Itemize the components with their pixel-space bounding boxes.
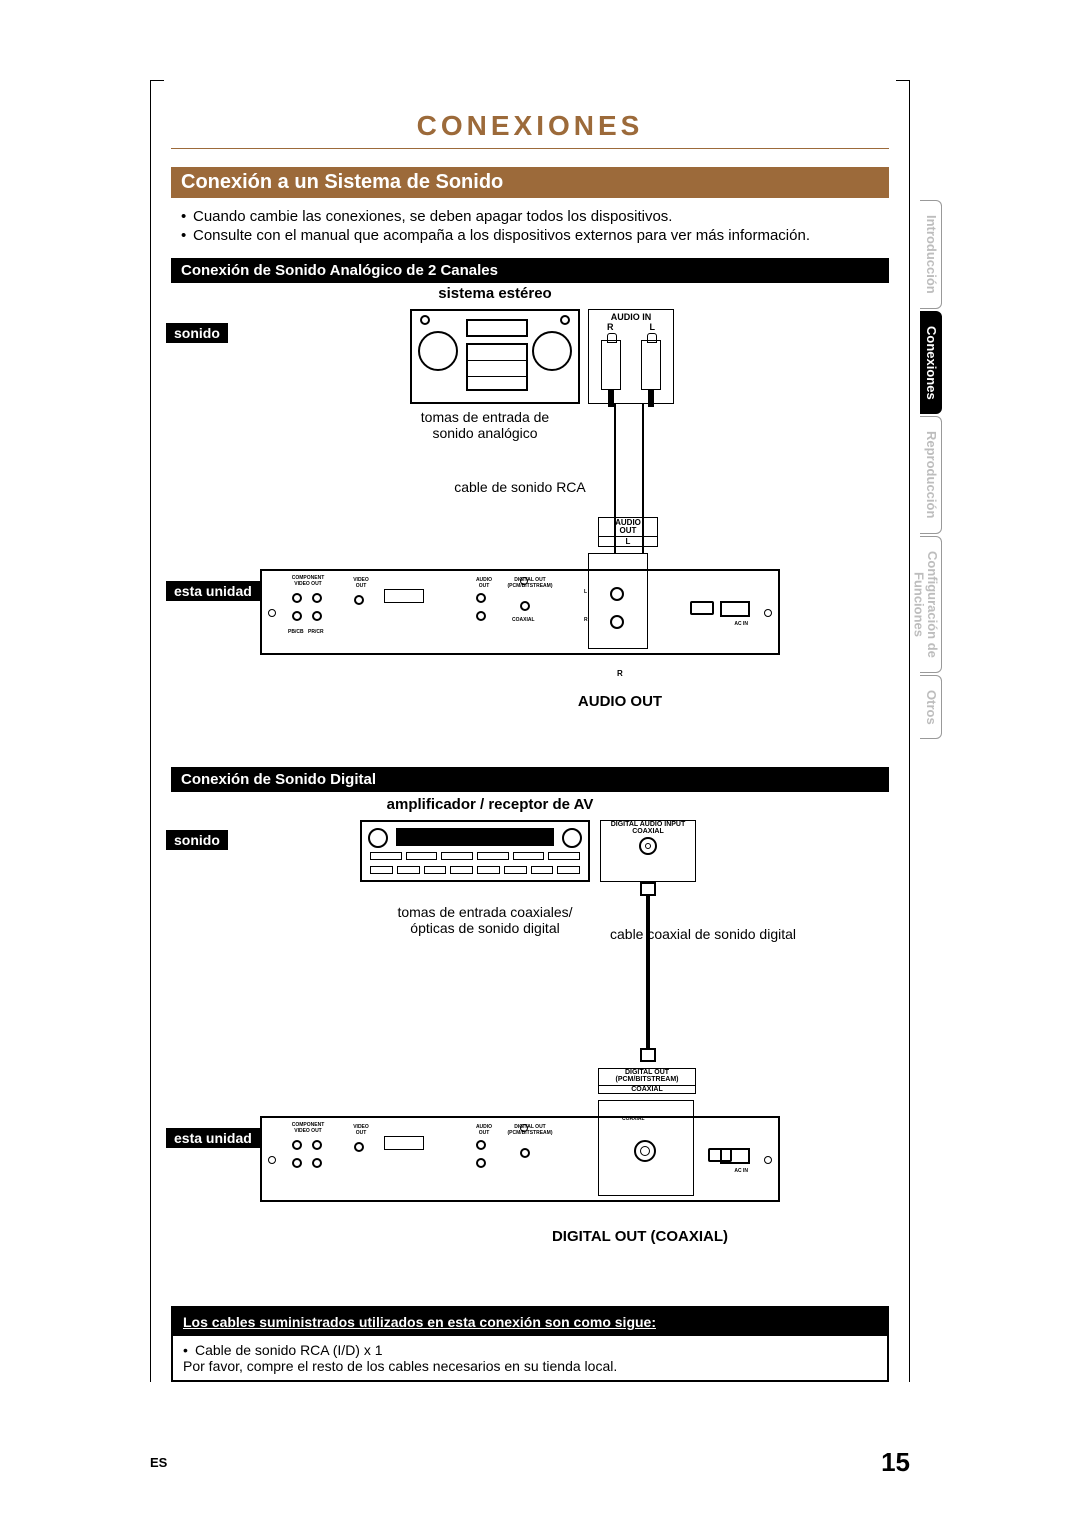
stereo-system-illustration [410, 309, 580, 404]
audio-in-l: L [650, 322, 656, 332]
av-receiver-illustration [360, 820, 590, 882]
rca-cable-caption: cable de sonido RCA [440, 479, 600, 495]
panel2-component: COMPONENT VIDEO OUT [286, 1122, 330, 1134]
dig-out-line3: COAXIAL [599, 1085, 695, 1093]
audio-in-r: R [607, 322, 614, 332]
panel2-coaxial: COAXIAL [622, 1116, 645, 1122]
dig-out-line1: DIGITAL OUT [599, 1069, 695, 1076]
info-note: Por favor, compre el resto de los cables… [183, 1358, 877, 1374]
intro-bullets: Cuando cambie las conexiones, se deben a… [171, 208, 889, 244]
receiver-label: amplificador / receptor de AV [370, 796, 610, 813]
tag-unit-2: esta unidad [166, 1128, 260, 1148]
audio-out-caption: AUDIO OUT [560, 693, 680, 710]
bullet-2: Consulte con el manual que acompaña a lo… [183, 227, 889, 244]
panel-prcr: PR/CR [308, 629, 324, 635]
audio-in-panel: AUDIO IN R L [588, 309, 674, 404]
panel-coaxial: COAXIAL [512, 617, 535, 623]
analog-heading: Conexión de Sonido Analógico de 2 Canale… [171, 258, 889, 283]
digital-diagram: amplificador / receptor de AV sonido DIG… [180, 798, 880, 1288]
tab-reproduccion[interactable]: Reproducción [920, 416, 942, 533]
tab-introduccion[interactable]: Introducción [920, 200, 942, 309]
page-content: CONEXIONES Conexión a un Sistema de Soni… [150, 80, 910, 1382]
unit-rear-panel-1: COMPONENT VIDEO OUT PB/CB PR/CR VIDEO OU… [260, 569, 780, 655]
coax-inputs-caption: tomas de entrada coaxiales/ ópticas de s… [370, 904, 600, 936]
panel-component-label: COMPONENT VIDEO OUT [286, 575, 330, 587]
panel-video-out: VIDEO OUT [350, 577, 372, 589]
audio-in-label: AUDIO IN [589, 312, 673, 322]
coax-cable-caption: cable coaxial de sonido digital [610, 926, 840, 942]
cables-info-box: Los cables suministrados utilizados en e… [171, 1306, 889, 1382]
audio-out-box-label: AUDIO OUT [599, 518, 657, 537]
panel-r-below: R [617, 669, 623, 678]
digital-out-caption: DIGITAL OUT (COAXIAL) [530, 1228, 750, 1245]
panel-pbcb: PB/CB [288, 629, 304, 635]
panel2-ac-in: AC IN [734, 1168, 748, 1174]
side-tabs: Introducción Conexiones Reproducción Con… [920, 200, 942, 741]
unit-rear-panel-2: COMPONENT VIDEO OUT VIDEO OUT AUDIO OUT … [260, 1116, 780, 1202]
coax-in-line1: DIGITAL AUDIO INPUT [601, 821, 695, 828]
footer-page-number: 15 [881, 1447, 910, 1478]
dig-out-line2: (PCM/BITSTREAM) [599, 1076, 695, 1083]
bullet-1: Cuando cambie las conexiones, se deben a… [183, 208, 889, 225]
section-heading: Conexión a un Sistema de Sonido [171, 167, 889, 198]
panel-ac-in: AC IN [734, 621, 748, 627]
panel2-audio-out: AUDIO OUT [472, 1124, 496, 1136]
info-item: Cable de sonido RCA (I/D) x 1 [183, 1342, 877, 1358]
panel-l: L [584, 589, 587, 595]
digital-heading: Conexión de Sonido Digital [171, 767, 889, 792]
tag-unit-1: esta unidad [166, 581, 260, 601]
panel2-video-out: VIDEO OUT [350, 1124, 372, 1136]
tab-otros[interactable]: Otros [920, 675, 942, 740]
panel-r: R [584, 617, 588, 623]
info-header: Los cables suministrados utilizados en e… [173, 1308, 887, 1336]
tag-sonido-2: sonido [166, 830, 228, 850]
coax-in-line2: COAXIAL [601, 828, 695, 835]
page-title: CONEXIONES [171, 110, 889, 149]
panel-audio-out: AUDIO OUT [472, 577, 496, 589]
tab-configuracion[interactable]: Configuración de Funciones [920, 536, 942, 673]
coax-input-panel: DIGITAL AUDIO INPUT COAXIAL [600, 820, 696, 882]
stereo-label: sistema estéreo [430, 285, 560, 302]
footer-lang: ES [150, 1455, 167, 1470]
tab-conexiones[interactable]: Conexiones [920, 311, 942, 415]
panel2-digital-out: DIGITAL OUT (PCM/BITSTREAM) [502, 1124, 558, 1136]
panel-digital-out: DIGITAL OUT (PCM/BITSTREAM) [502, 577, 558, 589]
tag-sonido-1: sonido [166, 323, 228, 343]
audio-out-l: L [599, 537, 657, 546]
analog-inputs-caption: tomas de entrada de sonido analógico [390, 409, 580, 441]
analog-diagram: sistema estéreo sonido AUDIO IN R L toma… [180, 289, 880, 749]
